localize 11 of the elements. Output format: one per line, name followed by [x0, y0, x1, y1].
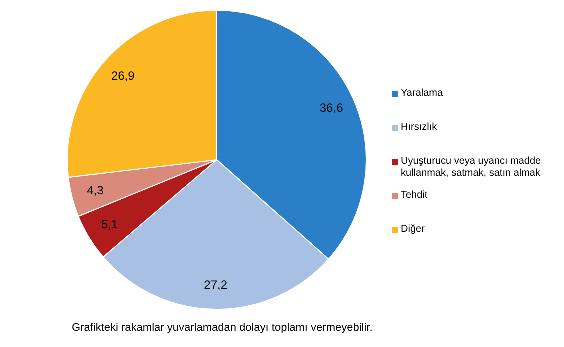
legend-label: Uyuşturucu veya uyancı madde kullanmak, satmak, satın almak: [401, 156, 542, 180]
legend-label: Hırsızlık: [401, 122, 438, 134]
data-label: 36,6: [320, 100, 344, 115]
legend-label: Diğer: [401, 224, 425, 236]
data-label: 4,3: [87, 184, 104, 198]
legend-label: Yaralama: [401, 88, 444, 100]
data-label: 26,9: [111, 68, 136, 83]
legend-label: Tehdit: [401, 190, 428, 202]
data-label: 5,1: [101, 218, 118, 232]
data-label: 27,2: [204, 278, 228, 292]
text: Grafikteki rakamlar yuvarlamadan dolayı toplamı vermeyebilir.: [72, 322, 373, 334]
